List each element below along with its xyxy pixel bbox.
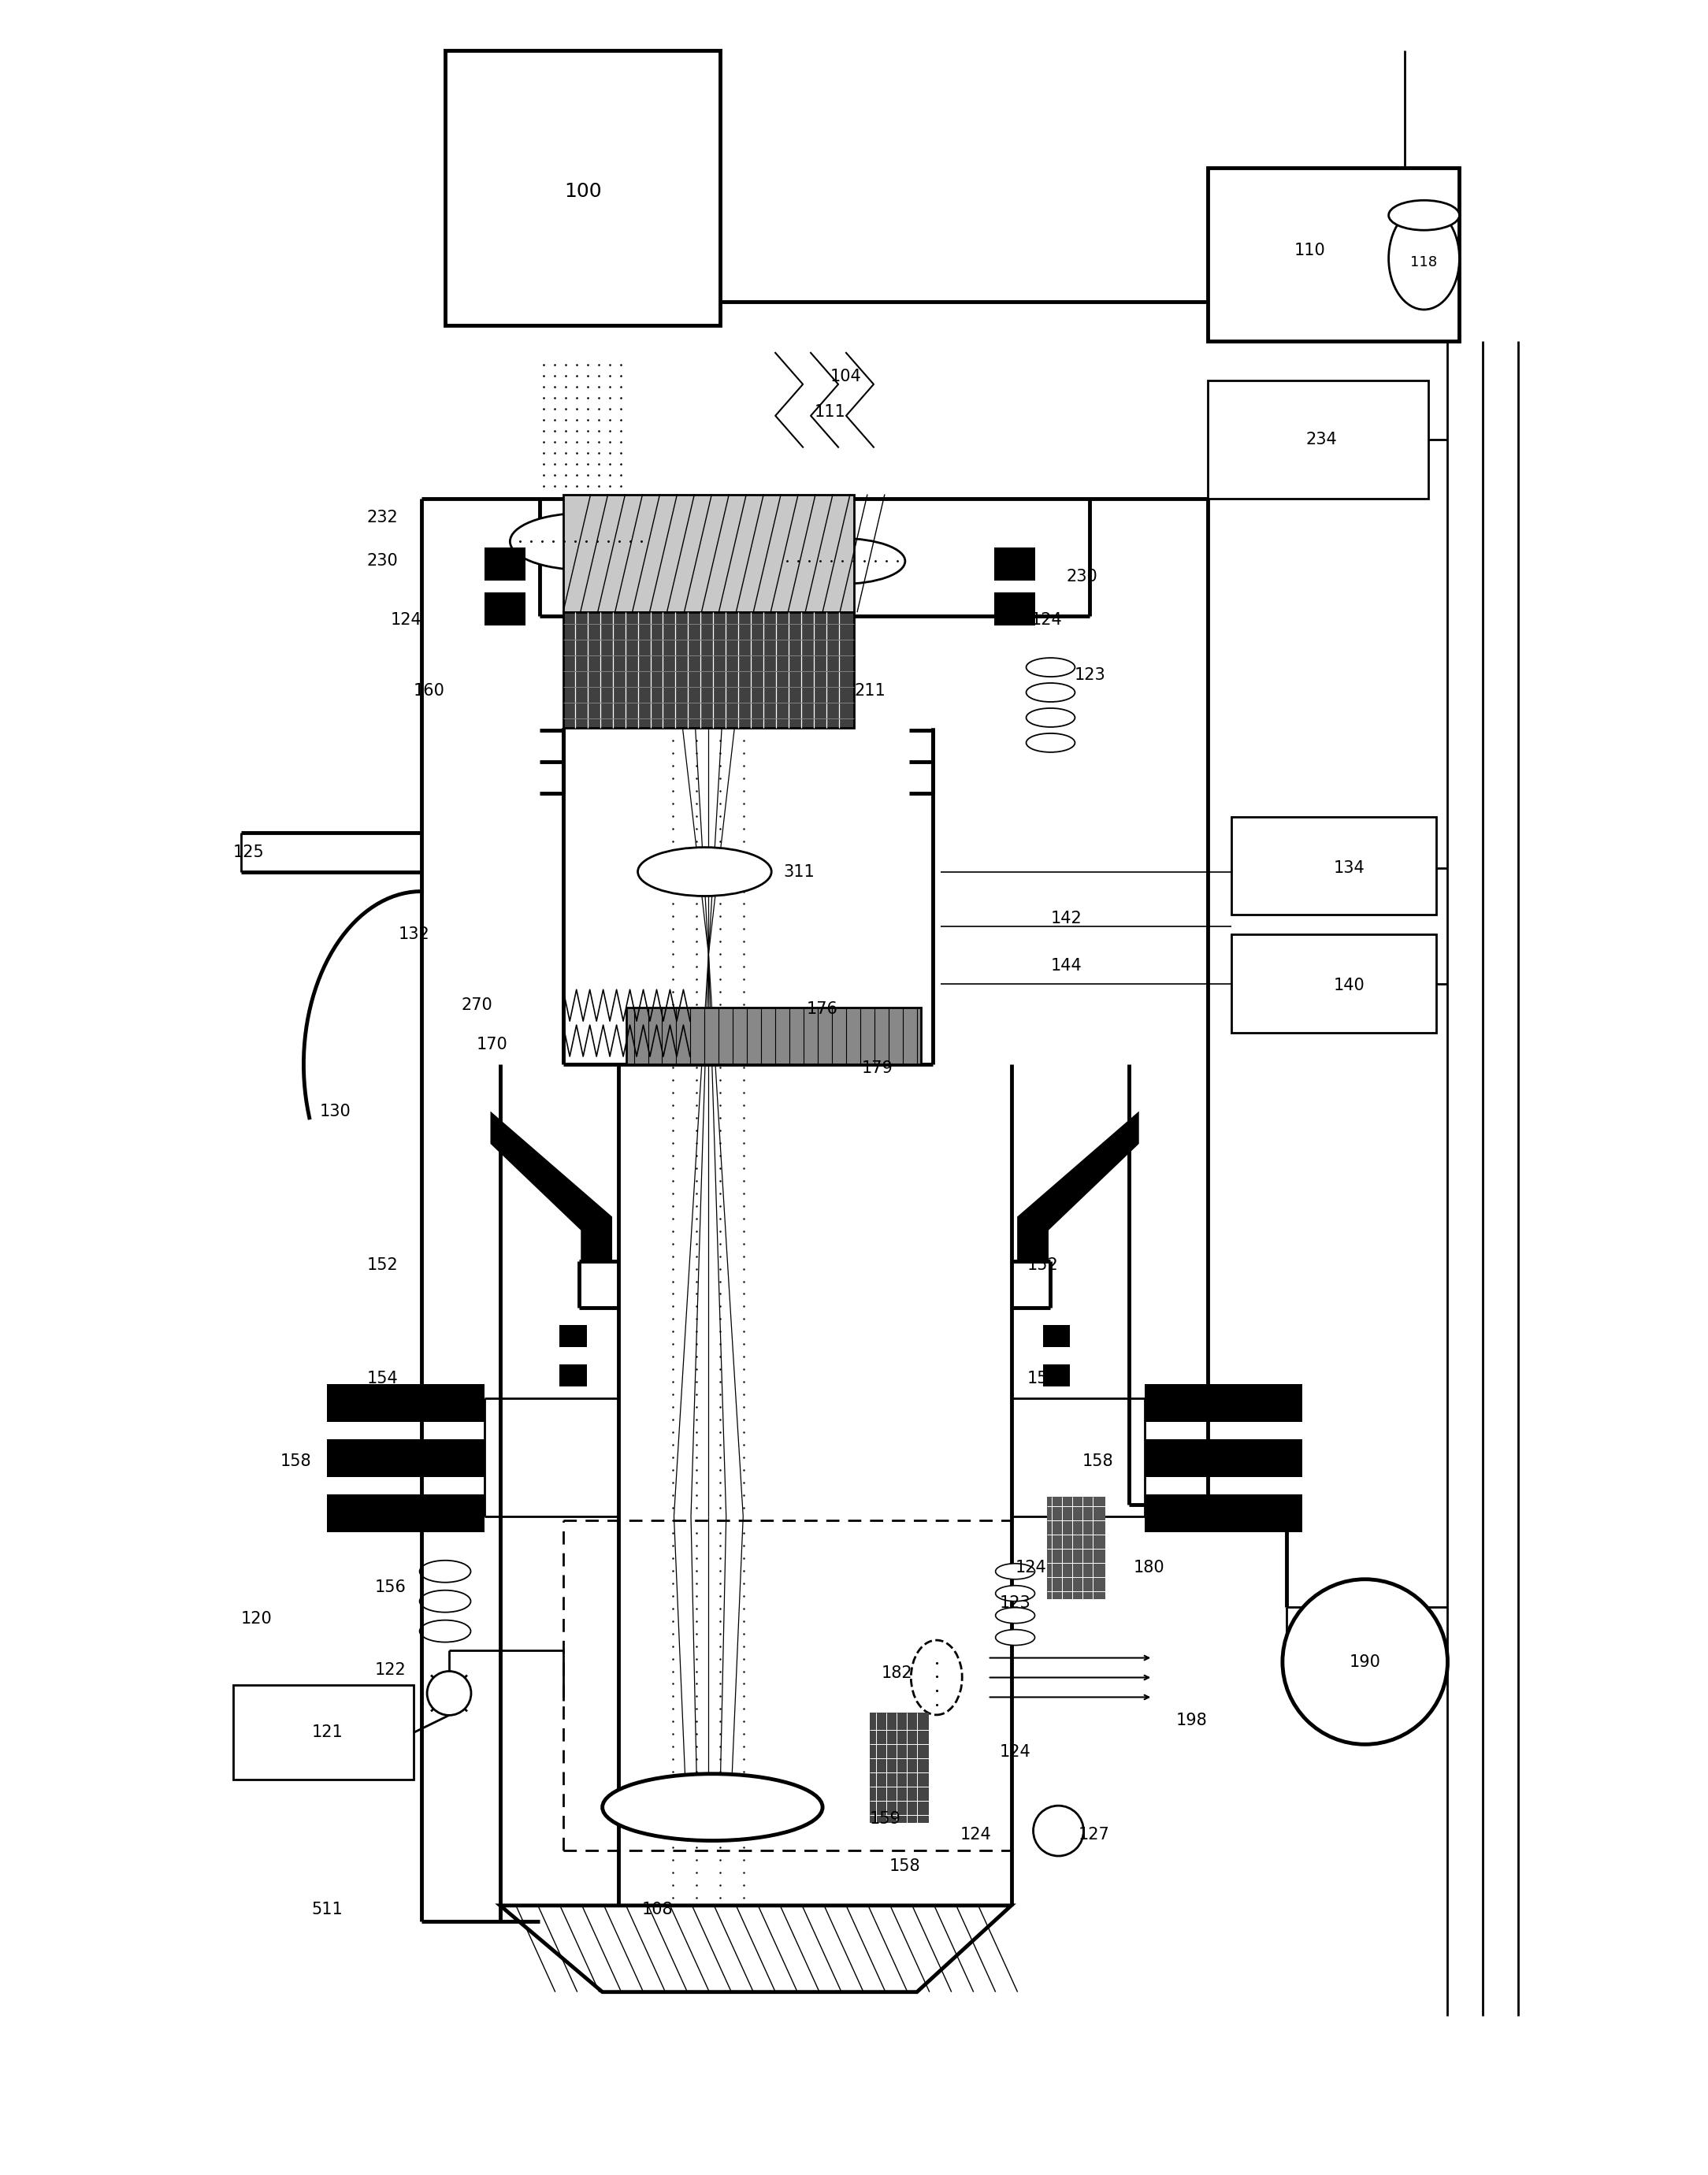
Text: 230: 230 xyxy=(1066,570,1098,585)
Text: 122: 122 xyxy=(374,1662,407,1677)
Bar xyxy=(869,1714,929,1823)
Text: 144: 144 xyxy=(1050,959,1081,974)
Text: 130: 130 xyxy=(319,1103,350,1120)
Bar xyxy=(1208,167,1459,341)
Text: 154: 154 xyxy=(1027,1370,1059,1388)
Text: 140: 140 xyxy=(1334,979,1365,994)
Text: 110: 110 xyxy=(1295,244,1325,259)
Text: 158: 158 xyxy=(1081,1453,1114,1468)
Bar xyxy=(1231,816,1436,916)
Text: 152: 152 xyxy=(1027,1257,1059,1272)
Bar xyxy=(1144,1440,1301,1477)
Ellipse shape xyxy=(1027,709,1074,726)
Text: 152: 152 xyxy=(367,1257,398,1272)
Bar xyxy=(564,611,854,729)
Text: 118: 118 xyxy=(1411,254,1438,270)
Text: 127: 127 xyxy=(1078,1827,1110,1842)
Ellipse shape xyxy=(1027,683,1074,703)
Text: 190: 190 xyxy=(1349,1653,1380,1670)
Text: 123: 123 xyxy=(999,1594,1030,1612)
Ellipse shape xyxy=(603,1775,823,1840)
Bar xyxy=(328,1440,485,1477)
Text: 121: 121 xyxy=(311,1725,343,1740)
Ellipse shape xyxy=(1027,657,1074,676)
Text: 176: 176 xyxy=(806,1000,839,1018)
Text: 230: 230 xyxy=(367,552,398,570)
Text: 182: 182 xyxy=(881,1666,912,1681)
Text: 158: 158 xyxy=(280,1453,311,1468)
Ellipse shape xyxy=(996,1607,1035,1623)
Circle shape xyxy=(427,1670,471,1716)
Bar xyxy=(328,1494,485,1531)
Bar xyxy=(232,1686,413,1779)
Bar xyxy=(564,494,854,611)
Text: 156: 156 xyxy=(374,1579,407,1594)
Text: 123: 123 xyxy=(1074,668,1105,683)
Ellipse shape xyxy=(511,513,656,570)
Text: 124: 124 xyxy=(389,611,422,629)
Text: 270: 270 xyxy=(461,998,492,1014)
Bar xyxy=(994,548,1035,581)
Ellipse shape xyxy=(996,1586,1035,1601)
Text: 311: 311 xyxy=(784,863,815,879)
Text: 100: 100 xyxy=(564,183,601,200)
Text: 132: 132 xyxy=(398,927,429,942)
Text: 158: 158 xyxy=(890,1857,921,1875)
Text: 179: 179 xyxy=(863,1061,893,1077)
Ellipse shape xyxy=(910,1640,962,1714)
Bar xyxy=(1042,1325,1071,1346)
Text: 124: 124 xyxy=(999,1744,1030,1760)
Ellipse shape xyxy=(996,1629,1035,1644)
Ellipse shape xyxy=(1027,733,1074,753)
Bar xyxy=(328,1383,485,1422)
Text: 160: 160 xyxy=(413,683,446,698)
Text: 232: 232 xyxy=(367,511,398,526)
Polygon shape xyxy=(492,1116,610,1261)
Text: 111: 111 xyxy=(815,405,845,420)
Text: 134: 134 xyxy=(1334,859,1365,877)
Ellipse shape xyxy=(779,539,905,583)
Bar xyxy=(1144,1494,1301,1531)
Text: 142: 142 xyxy=(1050,911,1081,927)
Circle shape xyxy=(1283,1579,1448,1744)
Text: 124: 124 xyxy=(1032,611,1062,629)
Text: 124: 124 xyxy=(960,1827,991,1842)
Text: 198: 198 xyxy=(1177,1714,1208,1729)
Text: 120: 120 xyxy=(241,1612,272,1627)
Text: 234: 234 xyxy=(1307,431,1337,448)
Text: 104: 104 xyxy=(830,368,863,385)
Text: 211: 211 xyxy=(854,683,885,698)
Bar xyxy=(1042,1364,1071,1388)
Ellipse shape xyxy=(1389,200,1459,231)
Text: 170: 170 xyxy=(477,1037,507,1053)
Bar xyxy=(485,548,526,581)
Text: 125: 125 xyxy=(232,844,265,859)
Bar xyxy=(559,1364,586,1388)
Ellipse shape xyxy=(637,848,772,896)
Ellipse shape xyxy=(1389,207,1459,309)
Bar xyxy=(1231,935,1436,1033)
Text: 180: 180 xyxy=(1132,1559,1165,1575)
Bar xyxy=(994,592,1035,626)
Text: 154: 154 xyxy=(367,1370,398,1388)
Bar xyxy=(446,50,721,326)
Text: 124: 124 xyxy=(1015,1559,1047,1575)
Polygon shape xyxy=(1020,1116,1138,1261)
Text: 108: 108 xyxy=(642,1901,673,1918)
Bar xyxy=(1208,381,1428,498)
Circle shape xyxy=(1033,1805,1083,1855)
Ellipse shape xyxy=(996,1564,1035,1579)
Text: 159: 159 xyxy=(869,1812,902,1827)
Bar xyxy=(627,1007,921,1064)
Text: 511: 511 xyxy=(311,1901,343,1918)
Bar xyxy=(485,592,526,626)
Bar xyxy=(1047,1496,1105,1599)
Bar xyxy=(1144,1383,1301,1422)
Bar xyxy=(559,1325,586,1346)
